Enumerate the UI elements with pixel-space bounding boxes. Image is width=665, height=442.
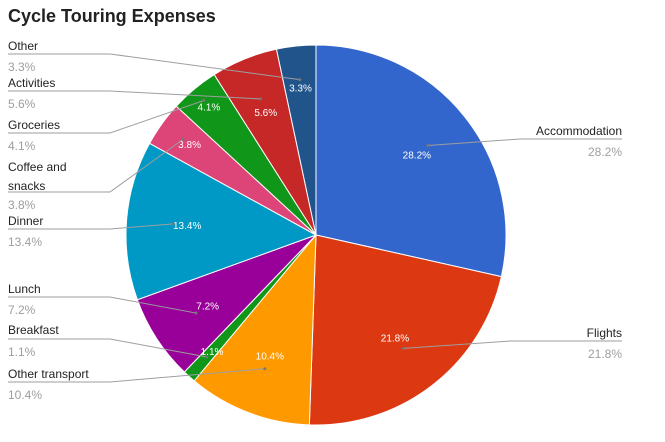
leader-line [8, 338, 207, 358]
slice-value-label: 3.3% [289, 84, 312, 95]
slice-percent-label: 1.1% [8, 345, 36, 359]
leader-line [8, 223, 174, 230]
slice-category-label: Coffee and snacks [8, 160, 67, 193]
slice-value-label: 28.2% [403, 150, 431, 161]
leader-dot [202, 99, 206, 103]
pie-slice-other-transport [193, 233, 317, 426]
leader-dot [263, 367, 267, 371]
leader-line [8, 100, 204, 134]
slice-percent-label: 28.2% [588, 145, 622, 159]
slice-value-label: 1.1% [201, 347, 224, 358]
slice-value-label: 4.1% [197, 103, 220, 114]
slice-category-label: Groceries [8, 118, 60, 132]
slice-value-label: 10.4% [256, 352, 284, 363]
leader-line [403, 340, 622, 349]
leader-dot [402, 346, 406, 350]
chart-title: Cycle Touring Expenses [8, 6, 216, 26]
leader-line [8, 138, 184, 193]
slice-category-label: Dinner [8, 214, 43, 228]
slice-percent-label: 13.4% [8, 235, 42, 249]
pie-slice-flights [308, 234, 502, 426]
slice-category-label: Accommodation [536, 124, 622, 138]
leader-line [427, 138, 622, 147]
leader-dot [194, 311, 198, 315]
slice-percent-label: 3.8% [8, 198, 36, 212]
pie-slice-accommodation [315, 44, 507, 278]
slice-percent-label: 10.4% [8, 388, 42, 402]
leader-dot [258, 97, 262, 101]
leader-line [8, 90, 261, 100]
leader-line [8, 53, 300, 81]
slice-percent-label: 7.2% [8, 303, 36, 317]
leader-dot [171, 222, 175, 226]
pie-slice-other [275, 44, 317, 236]
slice-percent-label: 3.3% [8, 60, 36, 74]
slice-percent-label: 21.8% [588, 347, 622, 361]
slice-percent-label: 4.1% [8, 139, 36, 153]
slice-value-label: 21.8% [381, 333, 409, 344]
slice-category-label: Other transport [8, 367, 89, 381]
slice-category-label: Lunch [8, 282, 41, 296]
slice-value-label: 13.4% [173, 221, 201, 232]
slice-category-label: Other [8, 39, 38, 53]
slice-percent-label: 5.6% [8, 97, 36, 111]
slice-value-label: 5.6% [254, 108, 277, 119]
leader-dot [205, 355, 209, 359]
leader-dot [181, 137, 185, 141]
leader-dot [298, 78, 302, 82]
leader-dot [426, 144, 430, 148]
slice-value-label: 7.2% [196, 301, 219, 312]
slice-category-label: Breakfast [8, 323, 59, 337]
slice-category-label: Activities [8, 76, 55, 90]
slice-category-label: Flights [587, 326, 622, 340]
slice-value-label: 3.8% [178, 140, 201, 151]
leader-line [8, 368, 265, 383]
pie-slice-dinner [125, 142, 318, 301]
leader-line [8, 296, 197, 314]
